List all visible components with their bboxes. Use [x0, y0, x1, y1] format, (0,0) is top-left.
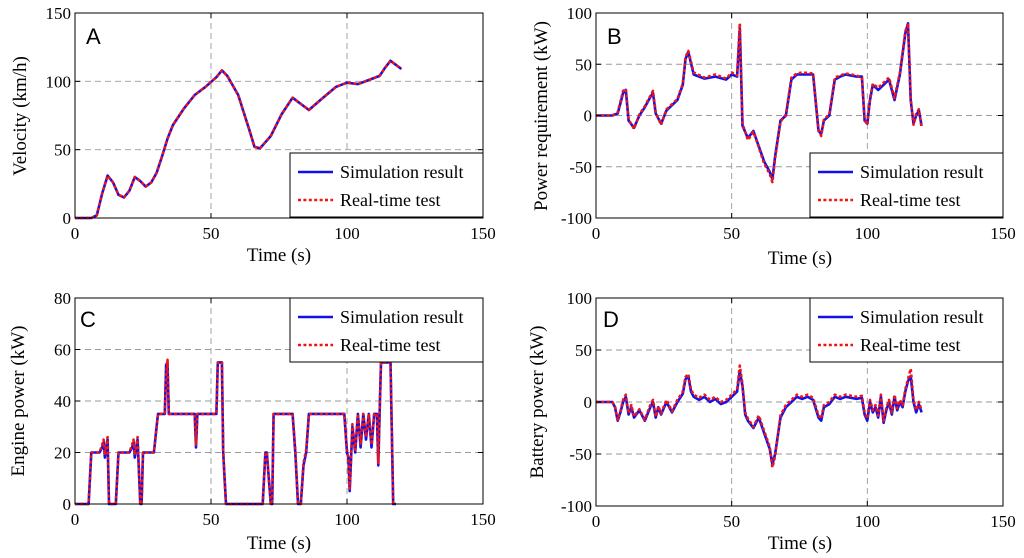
plot-area: 0 50 100 150 0 50 100 150 Simulation result Real-… [46, 4, 496, 243]
x-tick-label: 150 [470, 224, 496, 243]
series-realtime-line [596, 21, 923, 184]
panel-c: 0 50 100 150 0 20 40 60 80 Simulation result Real-… [8, 289, 496, 554]
x-tick-label: 50 [203, 510, 220, 529]
panel-letter: C [80, 307, 96, 332]
y-tick-label: 60 [54, 341, 71, 360]
series-realtime-line [596, 364, 923, 469]
legend-box [289, 297, 484, 363]
legend-label: Real-time test [340, 190, 440, 210]
y-tick-label: 100 [46, 72, 72, 91]
y-axis-label: Power requirement (kW) [531, 21, 552, 211]
y-tick-label: 150 [46, 4, 72, 23]
panel-a: 0 50 100 150 0 50 100 150 Simulation result Real-… [10, 4, 496, 266]
panel-letter: A [86, 24, 101, 49]
legend-label: Real-time test [340, 335, 440, 355]
legend-label: Simulation result [860, 162, 984, 182]
y-tick-label: -50 [569, 445, 592, 464]
y-tick-label: 100 [567, 4, 593, 23]
x-tick-label: 0 [71, 510, 80, 529]
y-tick-label: 0 [63, 209, 72, 228]
y-tick-label: 40 [54, 392, 71, 411]
plot-area: 0 50 100 150 -100 -50 0 50 100 Simulation result R… [561, 289, 1016, 531]
panel-d: 0 50 100 150 -100 -50 0 50 100 Simulation result R… [527, 289, 1016, 554]
x-tick-label: 50 [203, 224, 220, 243]
panel-b: 0 50 100 150 -100 -50 0 50 100 Simulation result R… [531, 4, 1016, 269]
panel-letter: B [607, 24, 622, 49]
y-tick-label: 0 [63, 495, 72, 514]
y-tick-label: 100 [567, 289, 593, 308]
y-tick-label: -50 [569, 158, 592, 177]
legend-label: Real-time test [860, 335, 960, 355]
x-tick-label: 150 [990, 512, 1016, 531]
x-axis-label: Time (s) [768, 533, 832, 554]
legend: Simulation result Real-time test [809, 152, 1004, 218]
legend-box [809, 152, 1004, 218]
y-tick-label: 50 [575, 55, 592, 74]
legend-label: Simulation result [340, 162, 464, 182]
x-tick-label: 150 [470, 510, 496, 529]
series-realtime-line [75, 358, 396, 506]
plot-area: 0 50 100 150 -100 -50 0 50 100 Simulation result R… [561, 4, 1016, 243]
legend-box [809, 297, 1004, 363]
legend-label: Simulation result [340, 307, 464, 327]
x-tick-label: 50 [723, 512, 740, 531]
x-tick-label: 100 [855, 224, 881, 243]
y-tick-label: 0 [584, 393, 593, 412]
y-tick-label: 50 [575, 341, 592, 360]
x-axis-label: Time (s) [247, 245, 311, 266]
legend: Simulation result Real-time test [289, 152, 484, 218]
legend: Simulation result Real-time test [809, 297, 1004, 363]
y-tick-label: 80 [54, 289, 71, 308]
x-tick-label: 0 [592, 512, 601, 531]
x-tick-label: 100 [855, 512, 881, 531]
y-tick-label: -100 [561, 209, 592, 228]
y-axis-label: Velocity (km/h) [10, 56, 31, 176]
y-tick-label: 50 [54, 141, 71, 160]
y-axis-label: Battery power (kW) [527, 326, 548, 479]
y-tick-label: 20 [54, 444, 71, 463]
x-tick-label: 0 [71, 224, 80, 243]
x-tick-label: 100 [334, 510, 360, 529]
legend-label: Real-time test [860, 190, 960, 210]
legend: Simulation result Real-time test [289, 297, 484, 363]
x-tick-label: 0 [592, 224, 601, 243]
axes-frame [74, 12, 484, 219]
y-tick-label: -100 [561, 497, 592, 516]
y-axis-label: Engine power (kW) [8, 326, 29, 477]
series-realtime-line [75, 59, 403, 220]
x-axis-label: Time (s) [768, 248, 832, 269]
x-tick-label: 100 [334, 224, 360, 243]
legend-label: Simulation result [860, 307, 984, 327]
panel-letter: D [603, 307, 619, 332]
y-tick-label: 0 [584, 107, 593, 126]
legend-box [289, 152, 484, 218]
x-tick-label: 50 [723, 224, 740, 243]
x-tick-label: 150 [990, 224, 1016, 243]
plot-area: 0 50 100 150 0 20 40 60 80 Simulation result Real-… [54, 289, 496, 529]
x-axis-label: Time (s) [247, 533, 311, 554]
